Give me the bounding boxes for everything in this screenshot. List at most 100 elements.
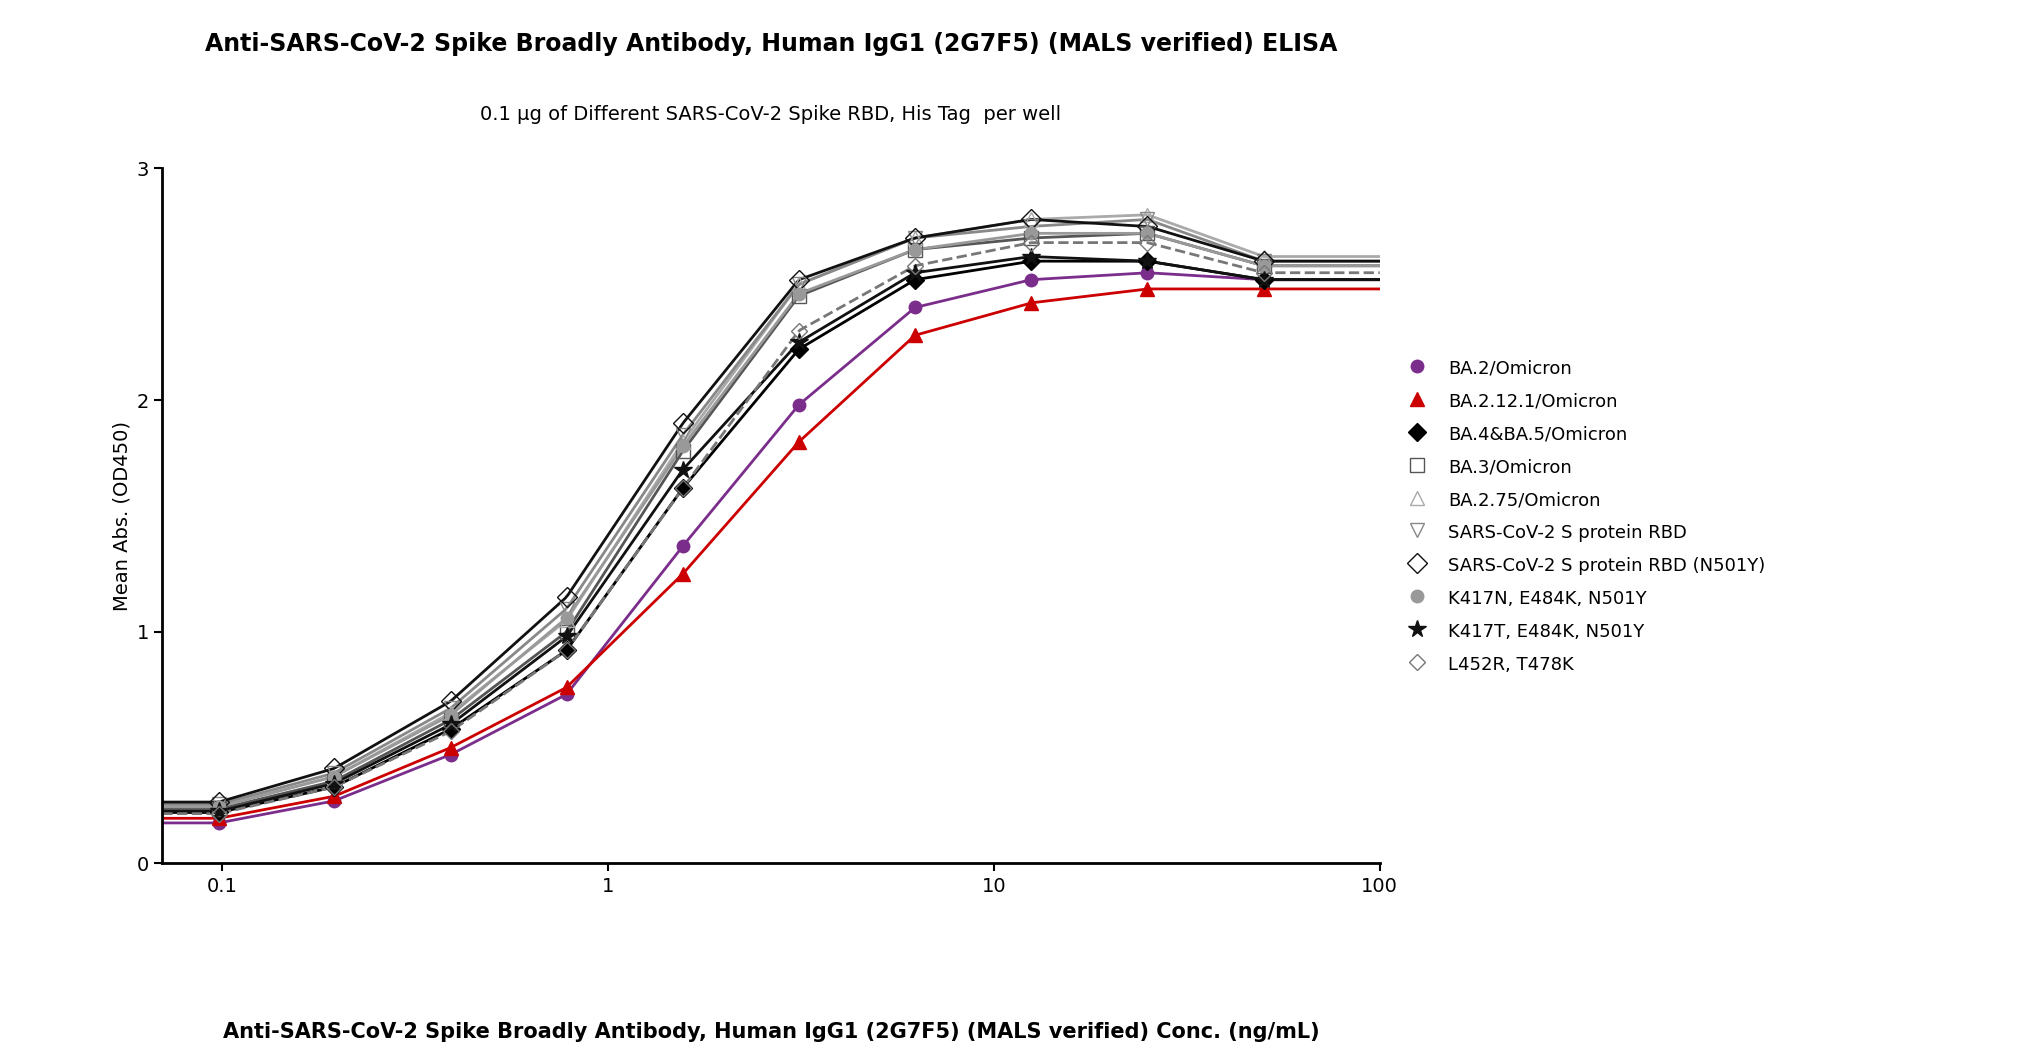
BA.2.12.1/Omicron: [554, 681, 578, 694]
BA.2.75/Omicron: [323, 771, 347, 783]
BA.2.75/Omicron: [787, 278, 812, 291]
L452R, T478K: [323, 780, 347, 793]
BA.3/Omicron: [554, 625, 578, 638]
K417T, E484K, N501Y: [787, 336, 812, 349]
SARS-CoV-2 S protein RBD: [207, 798, 231, 811]
BA.2/Omicron: [1252, 274, 1276, 286]
BA.2/Omicron: [903, 301, 927, 314]
BA.2.12.1/Omicron: [672, 568, 696, 580]
BA.3/Omicron: [323, 775, 347, 788]
BA.4&BA.5/Omicron: [1136, 255, 1161, 267]
BA.4&BA.5/Omicron: [787, 343, 812, 356]
BA.4&BA.5/Omicron: [554, 644, 578, 657]
K417T, E484K, N501Y: [323, 777, 347, 790]
K417T, E484K, N501Y: [1252, 274, 1276, 286]
SARS-CoV-2 S protein RBD: [438, 702, 463, 715]
BA.2.12.1/Omicron: [787, 436, 812, 449]
L452R, T478K: [903, 259, 927, 272]
BA.2.12.1/Omicron: [1136, 282, 1161, 295]
SARS-CoV-2 S protein RBD: [903, 232, 927, 244]
SARS-CoV-2 S protein RBD (N501Y): [1252, 255, 1276, 267]
SARS-CoV-2 S protein RBD (N501Y): [787, 274, 812, 286]
SARS-CoV-2 S protein RBD: [672, 429, 696, 441]
SARS-CoV-2 S protein RBD (N501Y): [1136, 220, 1161, 233]
L452R, T478K: [1252, 266, 1276, 279]
K417T, E484K, N501Y: [1019, 251, 1043, 263]
SARS-CoV-2 S protein RBD: [787, 278, 812, 291]
BA.2.75/Omicron: [672, 436, 696, 449]
BA.2/Omicron: [1019, 274, 1043, 286]
K417N, E484K, N501Y: [1252, 259, 1276, 272]
L452R, T478K: [1136, 236, 1161, 249]
K417N, E484K, N501Y: [787, 287, 812, 300]
SARS-CoV-2 S protein RBD (N501Y): [323, 762, 347, 775]
BA.3/Omicron: [787, 290, 812, 302]
SARS-CoV-2 S protein RBD: [1252, 255, 1276, 267]
Line: BA.2.75/Omicron: BA.2.75/Omicron: [211, 207, 1270, 814]
BA.2/Omicron: [787, 398, 812, 411]
BA.2.75/Omicron: [1136, 208, 1161, 221]
K417N, E484K, N501Y: [207, 800, 231, 813]
BA.4&BA.5/Omicron: [1252, 274, 1276, 286]
Line: SARS-CoV-2 S protein RBD (N501Y): SARS-CoV-2 S protein RBD (N501Y): [211, 213, 1270, 809]
K417N, E484K, N501Y: [438, 709, 463, 721]
BA.4&BA.5/Omicron: [207, 807, 231, 819]
BA.2.12.1/Omicron: [207, 812, 231, 824]
Line: K417T, E484K, N501Y: K417T, E484K, N501Y: [209, 247, 1272, 820]
BA.2/Omicron: [1136, 266, 1161, 279]
K417T, E484K, N501Y: [554, 630, 578, 642]
Line: BA.2/Omicron: BA.2/Omicron: [213, 266, 1270, 829]
Line: SARS-CoV-2 S protein RBD: SARS-CoV-2 S protein RBD: [211, 213, 1270, 811]
L452R, T478K: [207, 808, 231, 820]
BA.4&BA.5/Omicron: [438, 722, 463, 735]
SARS-CoV-2 S protein RBD: [1019, 220, 1043, 233]
BA.3/Omicron: [1019, 232, 1043, 244]
Line: BA.2.12.1/Omicron: BA.2.12.1/Omicron: [211, 282, 1270, 826]
K417N, E484K, N501Y: [323, 771, 347, 783]
BA.4&BA.5/Omicron: [903, 274, 927, 286]
K417T, E484K, N501Y: [672, 463, 696, 476]
Line: K417N, E484K, N501Y: K417N, E484K, N501Y: [213, 227, 1270, 813]
SARS-CoV-2 S protein RBD (N501Y): [554, 591, 578, 603]
BA.2.12.1/Omicron: [1252, 282, 1276, 295]
BA.2/Omicron: [323, 795, 347, 808]
BA.4&BA.5/Omicron: [1019, 255, 1043, 267]
SARS-CoV-2 S protein RBD (N501Y): [903, 232, 927, 244]
BA.2.75/Omicron: [438, 707, 463, 719]
BA.2.12.1/Omicron: [438, 741, 463, 754]
BA.2.75/Omicron: [554, 614, 578, 627]
BA.3/Omicron: [1252, 259, 1276, 272]
SARS-CoV-2 S protein RBD (N501Y): [207, 796, 231, 809]
SARS-CoV-2 S protein RBD: [554, 602, 578, 615]
Text: Anti-SARS-CoV-2 Spike Broadly Antibody, Human IgG1 (2G7F5) (MALS verified) ELISA: Anti-SARS-CoV-2 Spike Broadly Antibody, …: [205, 32, 1337, 56]
K417N, E484K, N501Y: [1019, 227, 1043, 240]
L452R, T478K: [554, 644, 578, 657]
BA.2.12.1/Omicron: [903, 329, 927, 341]
K417N, E484K, N501Y: [903, 243, 927, 256]
Y-axis label: Mean Abs. (OD450): Mean Abs. (OD450): [112, 421, 132, 611]
BA.2.75/Omicron: [207, 800, 231, 813]
BA.2/Omicron: [438, 749, 463, 761]
BA.2.75/Omicron: [903, 232, 927, 244]
K417T, E484K, N501Y: [1136, 255, 1161, 267]
L452R, T478K: [1019, 236, 1043, 249]
K417N, E484K, N501Y: [672, 440, 696, 453]
BA.2/Omicron: [672, 540, 696, 553]
K417N, E484K, N501Y: [1136, 227, 1161, 240]
BA.2.12.1/Omicron: [1019, 297, 1043, 310]
SARS-CoV-2 S protein RBD: [1136, 213, 1161, 225]
BA.2.75/Omicron: [1019, 213, 1043, 225]
Legend: BA.2/Omicron, BA.2.12.1/Omicron, BA.4&BA.5/Omicron, BA.3/Omicron, BA.2.75/Omicro: BA.2/Omicron, BA.2.12.1/Omicron, BA.4&BA…: [1388, 353, 1771, 679]
BA.2.75/Omicron: [1252, 251, 1276, 263]
L452R, T478K: [438, 726, 463, 738]
Text: 0.1 μg of Different SARS-CoV-2 Spike RBD, His Tag  per well: 0.1 μg of Different SARS-CoV-2 Spike RBD…: [481, 105, 1061, 124]
SARS-CoV-2 S protein RBD (N501Y): [438, 695, 463, 708]
K417T, E484K, N501Y: [903, 266, 927, 279]
L452R, T478K: [787, 324, 812, 337]
SARS-CoV-2 S protein RBD: [323, 767, 347, 779]
BA.4&BA.5/Omicron: [672, 482, 696, 495]
BA.3/Omicron: [438, 714, 463, 727]
BA.3/Omicron: [1136, 227, 1161, 240]
BA.4&BA.5/Omicron: [323, 780, 347, 793]
L452R, T478K: [672, 482, 696, 495]
